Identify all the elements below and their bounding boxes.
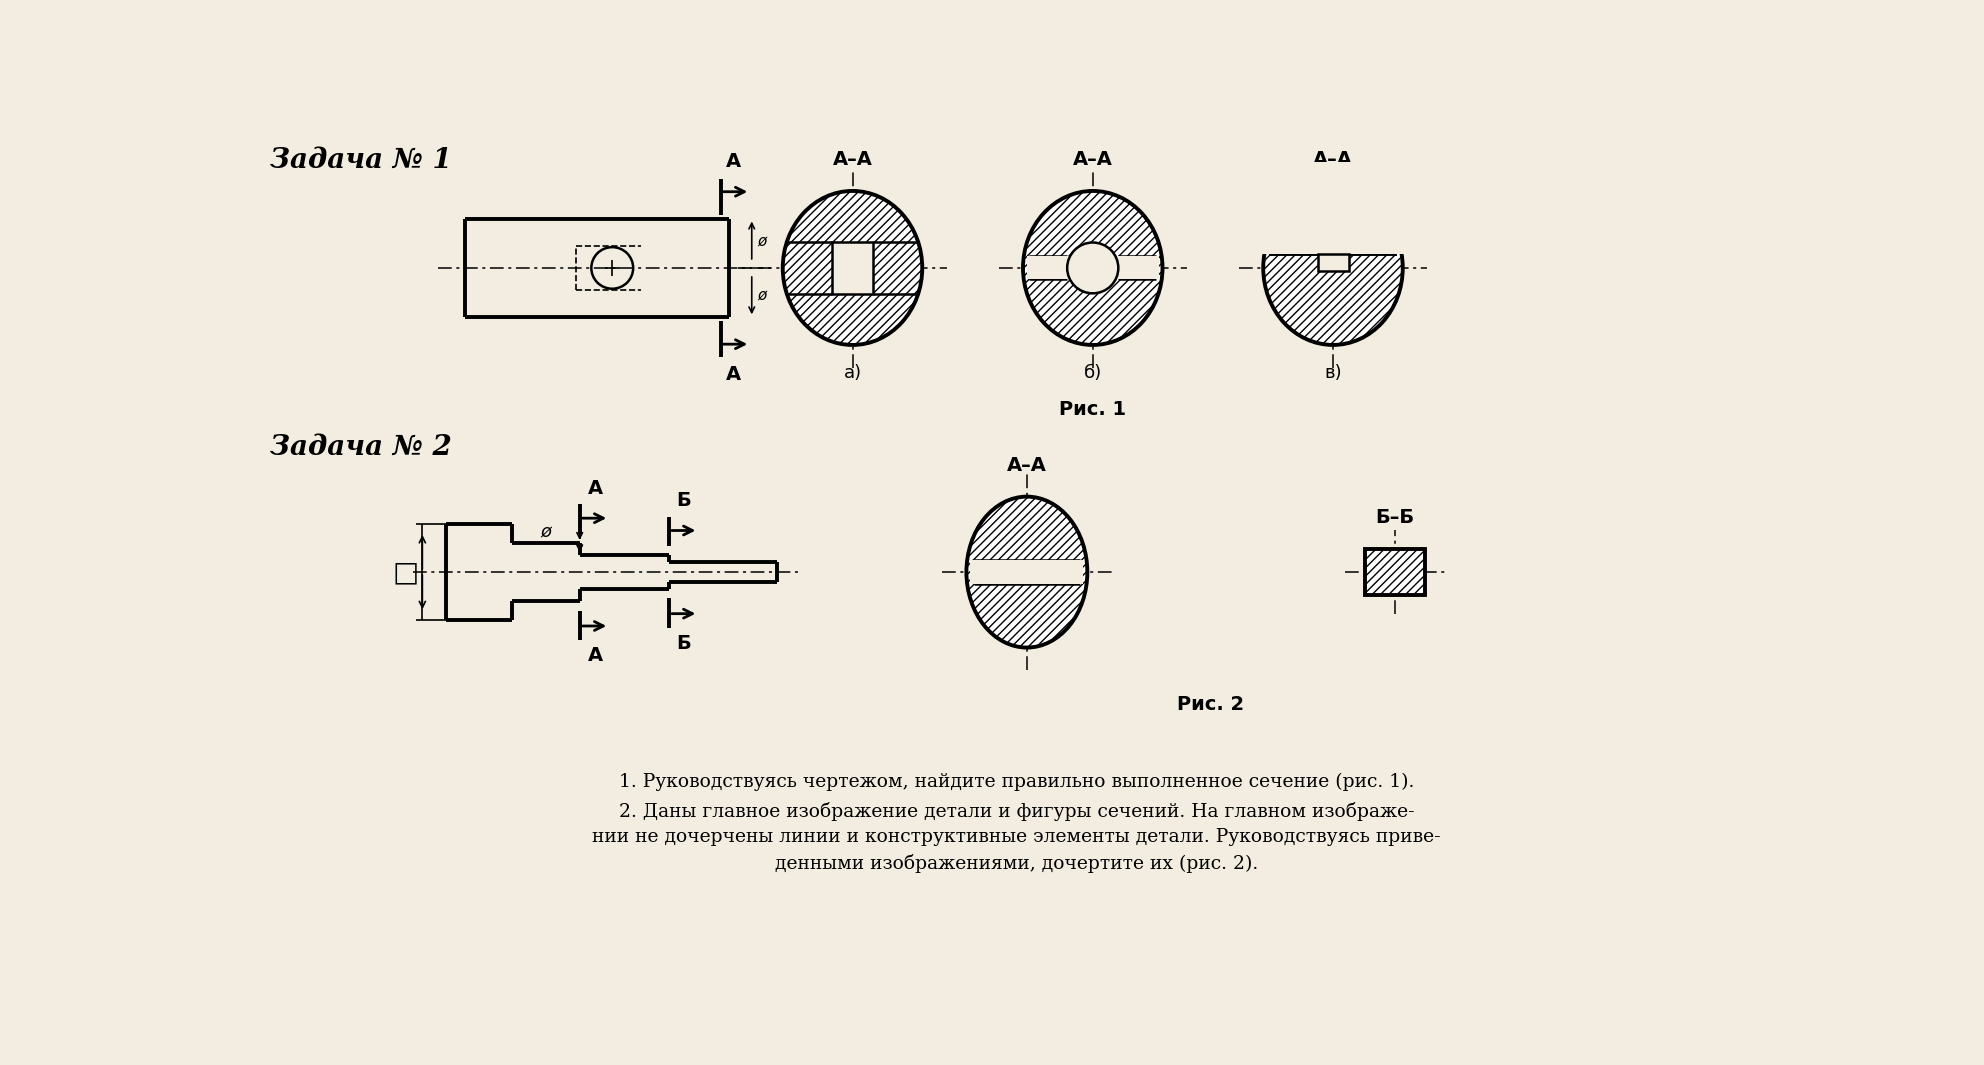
Text: А–А: А–А [1313,150,1353,169]
Text: Б–Б: Б–Б [1375,508,1415,527]
Text: А: А [726,152,742,170]
Text: ø: ø [758,233,766,248]
Text: А: А [726,365,742,384]
Text: в): в) [1323,364,1341,382]
Text: денными изображениями, дочертите их (рис. 2).: денными изображениями, дочертите их (рис… [776,854,1258,873]
Text: 1. Руководствуясь чертежом, найдите правильно выполненное сечение (рис. 1).: 1. Руководствуясь чертежом, найдите прав… [619,773,1415,791]
Text: б): б) [1083,364,1101,382]
Ellipse shape [784,191,923,345]
Text: Рис. 1: Рис. 1 [1059,400,1127,420]
Text: а): а) [843,364,861,382]
Text: А–А: А–А [1073,150,1113,169]
Text: Задача № 2: Задача № 2 [270,433,452,460]
Text: Б: Б [677,491,690,510]
Text: Задача № 1: Задача № 1 [270,147,452,174]
Text: ø: ø [540,523,552,541]
Text: А–А: А–А [1008,456,1048,475]
Bar [1317,255,1349,271]
Text: ø: ø [758,288,766,302]
Text: А–А: А–А [833,150,873,169]
Ellipse shape [1264,191,1403,345]
Bar [833,242,873,294]
Text: А: А [587,646,603,665]
Circle shape [1067,243,1119,293]
Bar [1028,257,1159,279]
Ellipse shape [966,496,1087,648]
Text: Рис. 2: Рис. 2 [1177,695,1244,715]
Bar [1365,548,1425,595]
Ellipse shape [1024,191,1163,345]
Text: 2. Даны главное изображение детали и фигуры сечений. На главном изображе-: 2. Даны главное изображение детали и фиг… [619,802,1415,820]
Text: □: □ [393,558,419,586]
Text: А: А [587,479,603,498]
Text: Б: Б [677,634,690,653]
Bar [970,560,1083,585]
Bar [1256,162,1411,255]
Text: нии не дочерчены линии и конструктивные элементы детали. Руководствуясь приве-: нии не дочерчены линии и конструктивные … [593,828,1440,846]
